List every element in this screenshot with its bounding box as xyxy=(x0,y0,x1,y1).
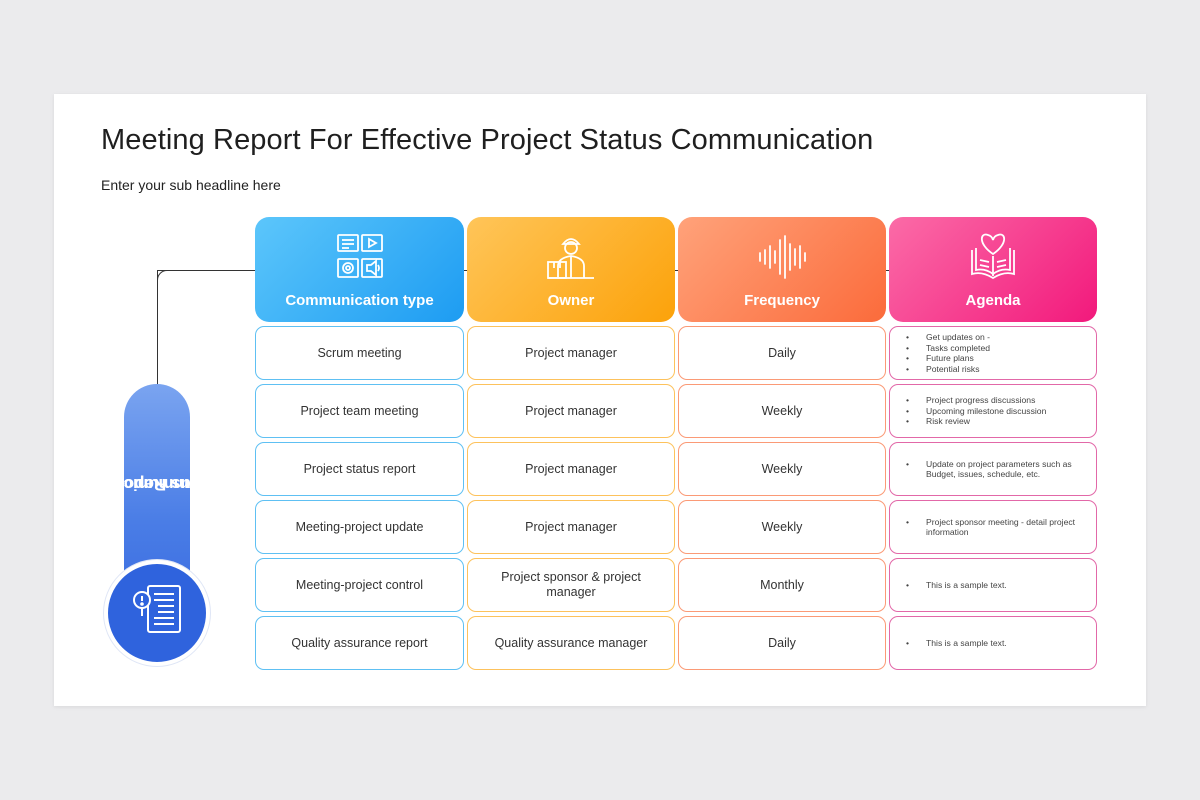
table-cell: Weekly xyxy=(678,384,886,438)
side-label: Communication Status Report xyxy=(83,384,223,584)
heart-book-icon xyxy=(967,231,1019,283)
table-cell: Project status report xyxy=(255,442,464,496)
report-document-icon xyxy=(126,580,188,647)
column-owner: Owner Project manager Project manager Pr… xyxy=(467,217,675,670)
agenda-item: Project sponsor meeting - detail project… xyxy=(904,517,1084,538)
agenda-list: Project sponsor meeting - detail project… xyxy=(904,517,1084,538)
table-cell: Quality assurance report xyxy=(255,616,464,670)
table-cell: Scrum meeting xyxy=(255,326,464,380)
table-cell: Meeting-project update xyxy=(255,500,464,554)
header-label: Communication type xyxy=(285,292,434,309)
table-cell: Project team meeting xyxy=(255,384,464,438)
column-communication-type: Communication type Scrum meeting Project… xyxy=(255,217,464,670)
table-cell: Monthly xyxy=(678,558,886,612)
table-cell: Meeting-project control xyxy=(255,558,464,612)
header-label: Agenda xyxy=(965,292,1021,309)
table-cell: Project manager xyxy=(467,442,675,496)
media-chat-icon xyxy=(334,231,386,283)
agenda-item: Upcoming milestone discussion xyxy=(904,406,1046,417)
connector-corner xyxy=(157,270,169,282)
header-label: Owner xyxy=(547,292,595,309)
agenda-cell: This is a sample text. xyxy=(889,558,1097,612)
header-agenda: Agenda xyxy=(889,217,1097,322)
agenda-list: This is a sample text. xyxy=(904,580,1007,591)
agenda-item: This is a sample text. xyxy=(904,580,1007,591)
table-cell: Weekly xyxy=(678,442,886,496)
table-cell: Project manager xyxy=(467,500,675,554)
connector-line xyxy=(157,270,158,386)
agenda-item: Update on project parameters such as Bud… xyxy=(904,459,1084,480)
agenda-item: Project progress discussions xyxy=(904,395,1046,406)
side-label-line2: Status Report xyxy=(111,475,223,494)
table-cell: Daily xyxy=(678,326,886,380)
agenda-item: Risk review xyxy=(904,416,1046,427)
sound-wave-icon xyxy=(756,231,808,283)
slide: Meeting Report For Effective Project Sta… xyxy=(54,94,1146,706)
agenda-cell: This is a sample text. xyxy=(889,616,1097,670)
agenda-item: This is a sample text. xyxy=(904,638,1007,649)
table-cell: Project sponsor & project manager xyxy=(467,558,675,612)
agenda-list: Project progress discussions Upcoming mi… xyxy=(904,395,1046,427)
table-cell: Daily xyxy=(678,616,886,670)
agenda-list: Update on project parameters such as Bud… xyxy=(904,459,1084,480)
table-cell: Project manager xyxy=(467,326,675,380)
side-circle xyxy=(104,560,210,666)
page-title: Meeting Report For Effective Project Sta… xyxy=(101,124,874,156)
agenda-list: This is a sample text. xyxy=(904,638,1007,649)
agenda-item: Potential risks xyxy=(904,364,990,375)
delivery-person-icon xyxy=(545,231,597,283)
agenda-item: Get updates on - xyxy=(904,332,990,343)
agenda-cell: Get updates on - Tasks completed Future … xyxy=(889,326,1097,380)
agenda-cell: Update on project parameters such as Bud… xyxy=(889,442,1097,496)
agenda-list: Get updates on - Tasks completed Future … xyxy=(904,332,990,374)
sub-headline: Enter your sub headline here xyxy=(101,177,281,193)
status-table: Communication type Scrum meeting Project… xyxy=(255,217,1097,670)
table-cell: Project manager xyxy=(467,384,675,438)
agenda-cell: Project progress discussions Upcoming mi… xyxy=(889,384,1097,438)
table-cell: Weekly xyxy=(678,500,886,554)
agenda-item: Future plans xyxy=(904,353,990,364)
column-agenda: Agenda Get updates on - Tasks completed … xyxy=(889,217,1097,670)
header-label: Frequency xyxy=(744,292,820,309)
agenda-item: Tasks completed xyxy=(904,343,990,354)
header-owner: Owner xyxy=(467,217,675,322)
header-frequency: Frequency xyxy=(678,217,886,322)
agenda-cell: Project sponsor meeting - detail project… xyxy=(889,500,1097,554)
header-communication-type: Communication type xyxy=(255,217,464,322)
column-frequency: Frequency Daily Weekly Weekly Weekly Mon… xyxy=(678,217,886,670)
table-cell: Quality assurance manager xyxy=(467,616,675,670)
